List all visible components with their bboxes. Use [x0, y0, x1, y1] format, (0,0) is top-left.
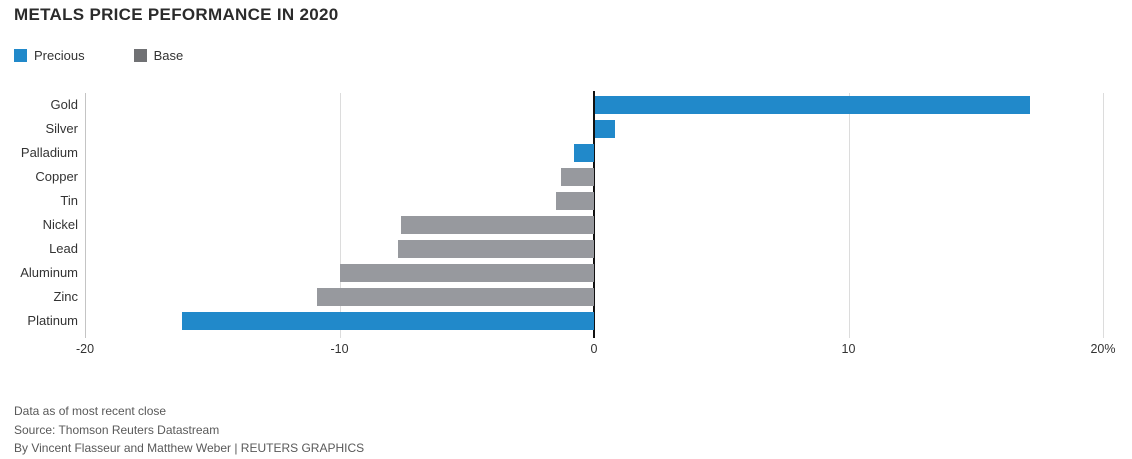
footer: Data as of most recent close Source: Tho… — [14, 402, 364, 458]
x-tick-label: -10 — [330, 342, 349, 356]
x-tick-label: -20 — [75, 342, 95, 356]
x-tick-label: 20% — [1090, 342, 1116, 356]
bar-zinc — [316, 288, 594, 306]
bar-tin — [555, 192, 594, 210]
y-label-silver: Silver — [45, 121, 78, 136]
bar-copper — [560, 168, 594, 186]
legend-swatch-precious — [14, 49, 27, 62]
y-axis-line — [85, 93, 86, 338]
bar-lead — [398, 240, 594, 258]
bar-aluminum — [339, 264, 594, 282]
bar-palladium — [573, 144, 594, 162]
y-label-nickel: Nickel — [42, 217, 78, 232]
y-label-lead: Lead — [49, 241, 78, 256]
footer-note: Data as of most recent close — [14, 404, 167, 418]
x-tick-label: 0 — [590, 342, 598, 356]
y-label-copper: Copper — [35, 169, 78, 184]
footer-source: Source: Thomson Reuters Datastream — [14, 422, 220, 437]
y-label-gold: Gold — [50, 97, 78, 112]
y-label-platinum: Platinum — [27, 313, 78, 328]
gridline-10 — [848, 93, 850, 338]
footer-byline: By Vincent Flasseur and Matthew Weber | … — [14, 441, 365, 455]
gridline--10 — [339, 93, 341, 338]
x-tick-label: 10 — [841, 342, 856, 356]
legend-item-base: Base — [133, 48, 184, 63]
y-label-zinc: Zinc — [53, 289, 78, 304]
legend-item-precious: Precious — [14, 48, 85, 63]
gridline-20% — [1103, 93, 1104, 338]
legend-label: Base — [153, 48, 184, 63]
bar-nickel — [400, 216, 594, 234]
y-label-tin: Tin — [60, 193, 78, 208]
legend-swatch-base — [133, 49, 147, 62]
y-label-palladium: Palladium — [20, 145, 78, 160]
legend-label: Precious — [34, 48, 85, 63]
legend: Precious Base — [14, 48, 232, 63]
bar-silver — [595, 120, 616, 138]
zero-baseline — [593, 91, 595, 338]
chart-title: METALS PRICE PEFORMANCE IN 2020 — [14, 5, 339, 24]
plot-area: -20 -10 0 10 20% Gold Silver Palladium Copper Tin… — [0, 91, 1132, 359]
y-label-aluminum: Aluminum — [20, 265, 78, 280]
bar-gold — [595, 96, 1031, 114]
bar-platinum — [181, 312, 594, 330]
